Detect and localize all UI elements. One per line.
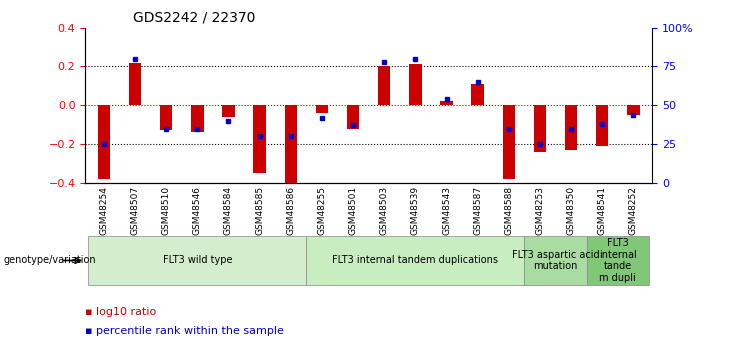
Bar — [306, 236, 525, 285]
Bar — [160, 105, 173, 130]
Text: ▪ log10 ratio: ▪ log10 ratio — [85, 307, 156, 317]
Bar — [587, 236, 649, 285]
Text: FLT3 aspartic acid
mutation: FLT3 aspartic acid mutation — [512, 250, 599, 271]
Bar — [440, 101, 453, 105]
Bar — [525, 236, 587, 285]
Bar — [471, 84, 484, 105]
Text: FLT3 wild type: FLT3 wild type — [162, 256, 232, 265]
Bar — [596, 105, 608, 146]
Bar — [191, 105, 204, 132]
Bar — [534, 105, 546, 152]
Bar — [409, 65, 422, 105]
Bar — [253, 105, 266, 173]
Bar — [129, 62, 142, 105]
Text: genotype/variation: genotype/variation — [4, 256, 96, 265]
Bar — [627, 105, 639, 115]
Bar — [98, 105, 110, 179]
Text: GDS2242 / 22370: GDS2242 / 22370 — [133, 10, 256, 24]
Text: FLT3 internal tandem duplications: FLT3 internal tandem duplications — [333, 256, 499, 265]
Bar — [316, 105, 328, 113]
Bar — [378, 66, 391, 105]
Bar — [502, 105, 515, 179]
Text: ▪ percentile rank within the sample: ▪ percentile rank within the sample — [85, 326, 284, 336]
Text: FLT3
internal
tande
m dupli: FLT3 internal tande m dupli — [599, 238, 637, 283]
Bar — [565, 105, 577, 150]
Bar — [285, 105, 297, 185]
Bar — [222, 105, 235, 117]
Bar — [88, 236, 306, 285]
Bar — [347, 105, 359, 129]
